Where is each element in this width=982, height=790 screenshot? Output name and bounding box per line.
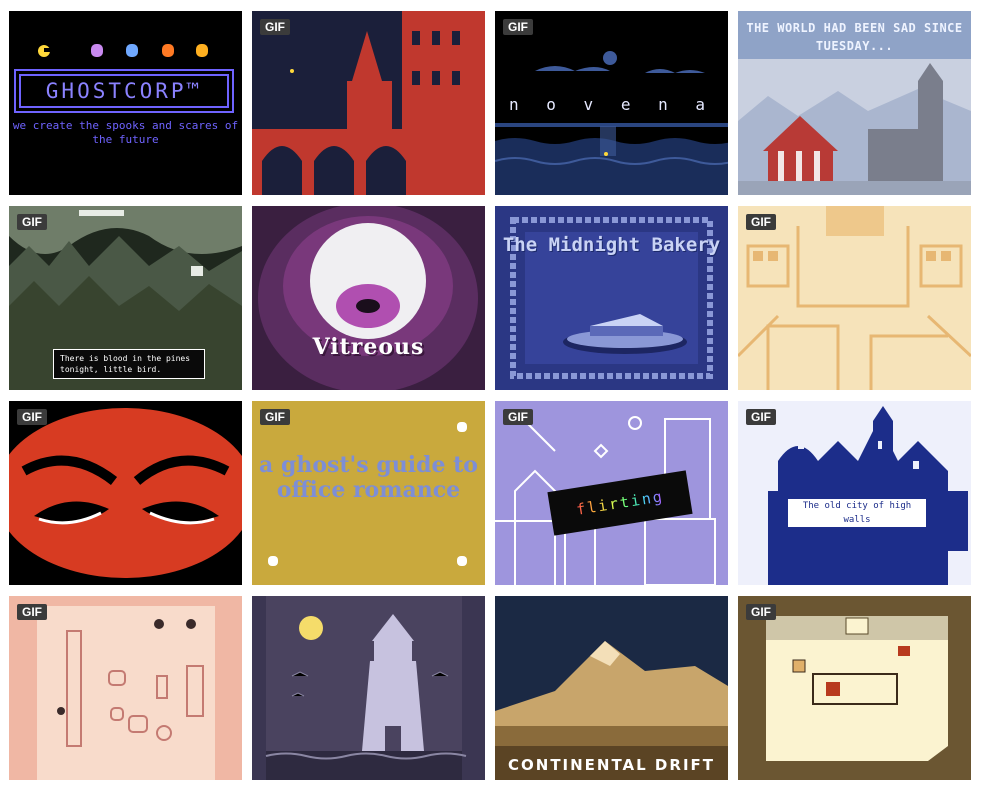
game-tile-vitreous[interactable]: Vitreous <box>252 206 485 390</box>
gif-badge: GIF <box>17 409 47 425</box>
gif-badge: GIF <box>17 604 47 620</box>
ghosts-guide-artwork <box>252 401 485 585</box>
gif-badge: GIF <box>746 214 776 230</box>
vitreous-artwork <box>252 206 485 390</box>
sad-tuesday-title: THE WORLD HAD BEEN SAD SINCE TUESDAY... <box>746 21 963 53</box>
game-tile-ghostcorp[interactable]: GHOSTCORP™ we create the spooks and scar… <box>9 11 242 195</box>
ghostcorp-title: GHOSTCORP™ <box>14 69 234 113</box>
game-tile-lighthouse[interactable] <box>252 596 485 780</box>
old-city-artwork <box>738 401 971 585</box>
gif-badge: GIF <box>17 214 47 230</box>
ghostcorp-subtitle: we create the spooks and scares of the f… <box>12 119 239 146</box>
vitreous-title: Vitreous <box>312 334 425 360</box>
old-city-title: The old city of high walls <box>788 499 926 527</box>
game-tile-midnight-bakery[interactable]: The Midnight Bakery <box>495 206 728 390</box>
pink-room-artwork <box>9 596 242 780</box>
game-gallery-grid: GHOSTCORP™ we create the spooks and scar… <box>9 11 971 780</box>
game-tile-pink-room[interactable]: GIF <box>9 596 242 780</box>
gif-badge: GIF <box>260 19 290 35</box>
cream-room-artwork <box>738 596 971 780</box>
midnight-bakery-title: The Midnight Bakery <box>502 234 721 256</box>
game-tile-continental-drift[interactable]: CONTINENTAL DRIFT <box>495 596 728 780</box>
pines-dialog-box: There is blood in the pines tonight, lit… <box>53 349 205 379</box>
game-tile-novena[interactable]: GIF n o v e n a <box>495 11 728 195</box>
game-tile-peach-maze[interactable]: GIF <box>738 206 971 390</box>
game-tile-cream-room[interactable]: GIF <box>738 596 971 780</box>
ghosts-guide-title: a ghost's guide to office romance <box>259 452 478 503</box>
gif-badge: GIF <box>503 19 533 35</box>
game-tile-old-city[interactable]: GIF The old city of high walls <box>738 401 971 585</box>
game-tile-ghosts-guide[interactable]: GIF a ghost's guide to office romance <box>252 401 485 585</box>
angry-eyes-artwork <box>9 401 242 585</box>
gif-badge: GIF <box>503 409 533 425</box>
lighthouse-artwork <box>252 596 485 780</box>
continental-drift-title: CONTINENTAL DRIFT <box>508 756 715 774</box>
gif-badge: GIF <box>746 409 776 425</box>
sad-tuesday-artwork <box>738 11 971 195</box>
novena-title: n o v e n a <box>509 95 714 114</box>
game-tile-angry-eyes[interactable]: GIF <box>9 401 242 585</box>
ghostcorp-artwork <box>9 11 242 195</box>
flirting-title-text: flirting <box>575 487 665 519</box>
game-tile-sad-tuesday[interactable]: THE WORLD HAD BEEN SAD SINCE TUESDAY... <box>738 11 971 195</box>
gif-badge: GIF <box>260 409 290 425</box>
gif-badge: GIF <box>746 604 776 620</box>
red-castle-artwork <box>252 11 485 195</box>
peach-maze-artwork <box>738 206 971 390</box>
novena-artwork <box>495 11 728 195</box>
midnight-bakery-artwork <box>495 206 728 390</box>
continental-drift-artwork <box>495 596 728 780</box>
game-tile-blood-in-the-pines[interactable]: GIF There is blood in the pines tonight,… <box>9 206 242 390</box>
game-tile-red-castle[interactable]: GIF <box>252 11 485 195</box>
game-tile-flirting[interactable]: GIF flirting <box>495 401 728 585</box>
